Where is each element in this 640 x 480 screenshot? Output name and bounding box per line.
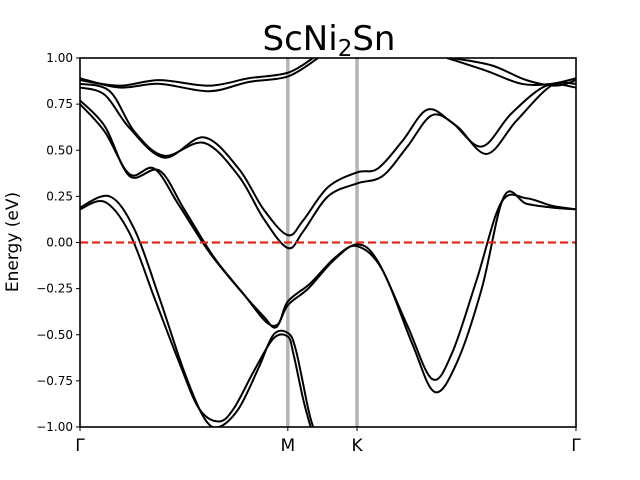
y-tick-label-3: −0.25 — [36, 282, 73, 296]
y-tick-label-1: −0.75 — [36, 374, 73, 388]
band-7 — [80, 58, 314, 87]
band-1 — [80, 200, 312, 427]
x-tick-label-1: M — [280, 436, 295, 456]
band-4 — [80, 99, 576, 394]
x-tick-label-3: Γ — [571, 436, 581, 456]
band-5 — [80, 83, 576, 237]
y-tick-label-7: 0.75 — [46, 97, 73, 111]
title-main: ScNi — [263, 19, 338, 59]
y-tick-label-4: 0.00 — [46, 236, 73, 250]
y-axis: −1.00 −0.75 −0.50 −0.25 0.00 0.25 0.50 0.75 1.00 — [36, 51, 80, 434]
band-10 — [446, 58, 576, 87]
band-lines — [80, 58, 576, 427]
band-3 — [80, 103, 576, 381]
y-tick-label-2: −0.50 — [36, 328, 73, 342]
x-tick-label-2: K — [351, 436, 363, 456]
band-6 — [80, 81, 576, 250]
band-9 — [451, 58, 576, 87]
title-tail: Sn — [352, 19, 395, 59]
y-tick-label-0: −1.00 — [36, 420, 73, 434]
y-tick-label-8: 1.00 — [46, 51, 73, 65]
y-tick-label-5: 0.25 — [46, 189, 73, 203]
x-tick-label-0: Γ — [75, 436, 85, 456]
y-tick-label-6: 0.50 — [46, 143, 73, 157]
chart-title: ScNi2Sn — [263, 19, 396, 62]
band-2 — [80, 194, 315, 427]
title-subscript: 2 — [338, 36, 353, 62]
y-axis-label: Energy (eV) — [3, 192, 23, 292]
band-8 — [80, 58, 319, 93]
